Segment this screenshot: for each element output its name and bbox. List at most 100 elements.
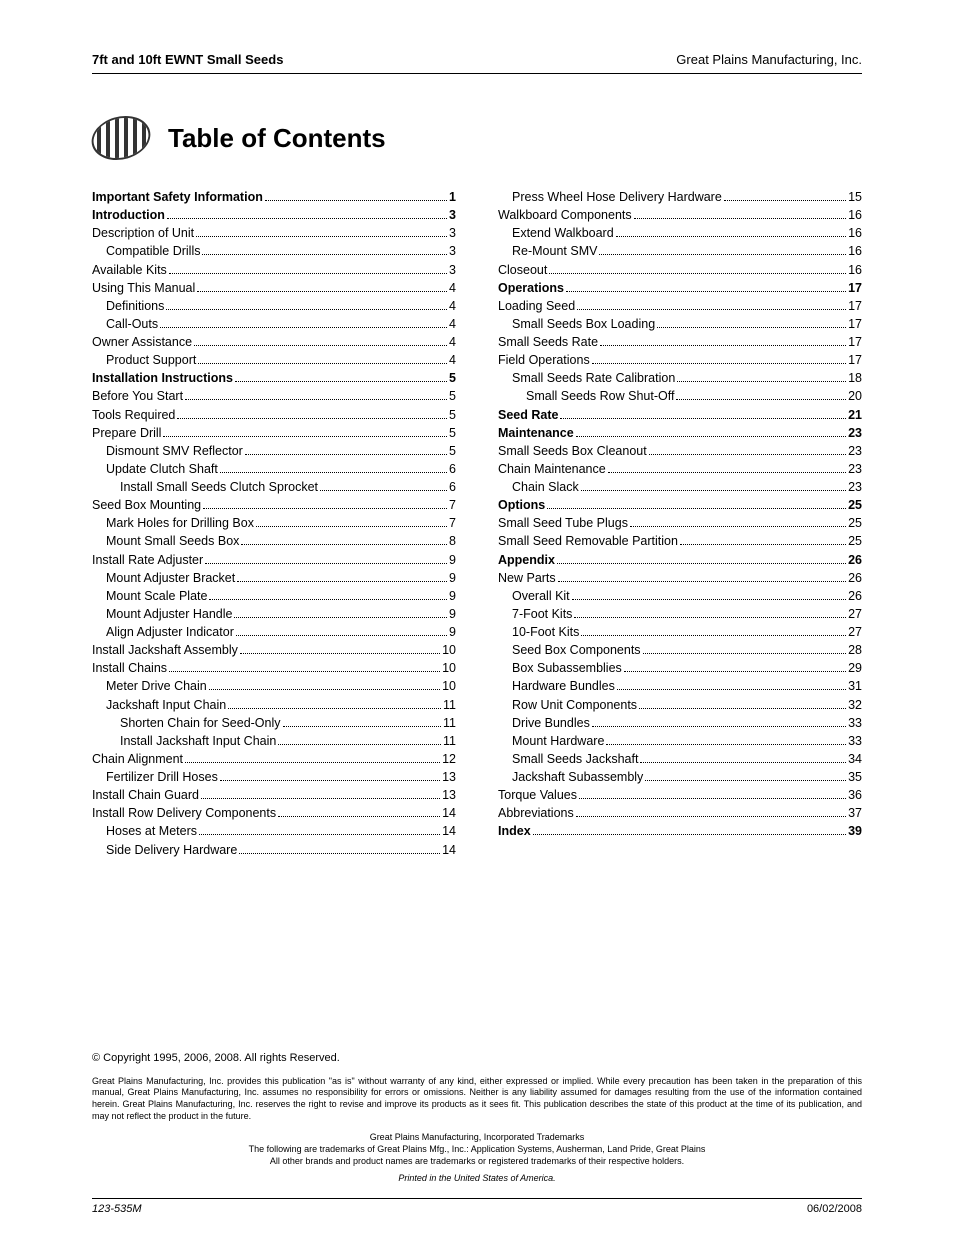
toc-leader-dots — [616, 236, 846, 237]
toc-entry-label: Small Seeds Rate — [498, 333, 598, 351]
toc-entry-page: 9 — [449, 623, 456, 641]
toc-entry: Jackshaft Subassembly35 — [498, 768, 862, 786]
toc-entry: Install Rate Adjuster9 — [92, 551, 456, 569]
toc-entry-label: Small Seeds Box Loading — [512, 315, 655, 333]
toc-leader-dots — [599, 254, 846, 255]
toc-entry-label: Seed Box Mounting — [92, 496, 201, 514]
header-left: 7ft and 10ft EWNT Small Seeds — [92, 52, 283, 67]
toc-entry-page: 8 — [449, 532, 456, 550]
toc-entry-label: Closeout — [498, 261, 547, 279]
toc-entry: Row Unit Components 32 — [498, 696, 862, 714]
toc-entry: Side Delivery Hardware14 — [92, 841, 456, 859]
toc-entry: Mark Holes for Drilling Box7 — [92, 514, 456, 532]
toc-leader-dots — [645, 780, 846, 781]
toc-leader-dots — [198, 363, 447, 364]
toc-entry-label: Tools Required — [92, 406, 175, 424]
toc-entry-page: 4 — [449, 279, 456, 297]
toc-entry-label: Re-Mount SMV — [512, 242, 597, 260]
toc-entry-label: Hardware Bundles — [512, 677, 615, 695]
toc-entry-page: 17 — [848, 315, 862, 333]
toc-entry-page: 25 — [848, 514, 862, 532]
toc-entry-label: Small Seed Removable Partition — [498, 532, 678, 550]
toc-entry: Hoses at Meters14 — [92, 822, 456, 840]
toc-leader-dots — [549, 273, 846, 274]
toc-entry-label: Box Subassemblies — [512, 659, 622, 677]
toc-entry-page: 5 — [449, 424, 456, 442]
toc-leader-dots — [235, 381, 447, 382]
logo-icon — [87, 116, 154, 160]
toc-entry-label: Jackshaft Subassembly — [512, 768, 643, 786]
toc-entry: Install Row Delivery Components14 — [92, 804, 456, 822]
toc-leader-dots — [677, 381, 846, 382]
toc-entry: Install Jackshaft Input Chain11 — [92, 732, 456, 750]
toc-leader-dots — [196, 236, 447, 237]
toc-entry-label: Using This Manual — [92, 279, 195, 297]
toc-entry-page: 9 — [449, 551, 456, 569]
toc-entry-page: 14 — [442, 841, 456, 859]
toc-entry-page: 5 — [449, 442, 456, 460]
toc-entry-page: 26 — [848, 587, 862, 605]
toc-entry-label: Options — [498, 496, 545, 514]
toc-entry-label: Operations — [498, 279, 564, 297]
toc-leader-dots — [220, 780, 440, 781]
header-right: Great Plains Manufacturing, Inc. — [676, 52, 862, 67]
toc-entry-page: 17 — [848, 333, 862, 351]
toc-leader-dots — [283, 726, 442, 727]
toc-entry-page: 16 — [848, 224, 862, 242]
toc-entry: Chain Maintenance23 — [498, 460, 862, 478]
toc-entry-label: Align Adjuster Indicator — [106, 623, 234, 641]
toc-entry-label: Definitions — [106, 297, 164, 315]
toc-leader-dots — [237, 581, 447, 582]
toc-entry-page: 7 — [449, 514, 456, 532]
toc-entry: New Parts26 — [498, 569, 862, 587]
toc-entry: Small Seeds Box Cleanout23 — [498, 442, 862, 460]
toc-entry-label: 7-Foot Kits — [512, 605, 572, 623]
toc-entry-page: 4 — [449, 315, 456, 333]
toc-entry-page: 25 — [848, 532, 862, 550]
toc-leader-dots — [185, 399, 447, 400]
toc-entry-label: Small Seed Tube Plugs — [498, 514, 628, 532]
toc-entry: Closeout16 — [498, 261, 862, 279]
toc-entry-label: Row Unit Components — [512, 696, 637, 714]
toc-leader-dots — [577, 309, 846, 310]
toc-entry-page: 33 — [848, 714, 862, 732]
toc-leader-dots — [547, 508, 846, 509]
toc-entry-label: Available Kits — [92, 261, 167, 279]
toc-entry: Box Subassemblies29 — [498, 659, 862, 677]
toc-entry: Overall Kit26 — [498, 587, 862, 605]
toc-entry: Meter Drive Chain10 — [92, 677, 456, 695]
toc-leader-dots — [581, 490, 846, 491]
toc-leader-dots — [205, 563, 447, 564]
toc-leader-dots — [236, 635, 447, 636]
toc-entry-page: 3 — [449, 206, 456, 224]
toc-entry-page: 10 — [442, 659, 456, 677]
toc-entry-label: Product Support — [106, 351, 196, 369]
toc-entry: Seed Rate21 — [498, 406, 862, 424]
toc-entry-label: Jackshaft Input Chain — [106, 696, 226, 714]
toc-entry-label: Chain Alignment — [92, 750, 183, 768]
toc-leader-dots — [166, 309, 447, 310]
toc-entry-page: 3 — [449, 224, 456, 242]
toc-entry: Jackshaft Input Chain11 — [92, 696, 456, 714]
toc-entry-page: 7 — [449, 496, 456, 514]
toc-leader-dots — [245, 454, 447, 455]
toc-entry: Seed Box Mounting 7 — [92, 496, 456, 514]
toc-leader-dots — [320, 490, 447, 491]
toc-entry-page: 20 — [848, 387, 862, 405]
toc-entry-page: 12 — [442, 750, 456, 768]
toc-entry-page: 4 — [449, 297, 456, 315]
toc-entry-label: Walkboard Components — [498, 206, 632, 224]
toc-entry-page: 32 — [848, 696, 862, 714]
toc-entry-label: Appendix — [498, 551, 555, 569]
toc-entry-page: 9 — [449, 587, 456, 605]
toc-entry-label: Compatible Drills — [106, 242, 200, 260]
toc-entry-label: Before You Start — [92, 387, 183, 405]
toc-entry: Small Seeds Jackshaft34 — [498, 750, 862, 768]
disclaimer-text: Great Plains Manufacturing, Inc. provide… — [92, 1076, 862, 1123]
toc-leader-dots — [202, 254, 447, 255]
toc-leader-dots — [579, 798, 846, 799]
toc-leader-dots — [169, 273, 447, 274]
toc-entry-label: Mount Adjuster Handle — [106, 605, 232, 623]
toc-entry-label: Seed Box Components — [512, 641, 641, 659]
toc-leader-dots — [576, 436, 846, 437]
